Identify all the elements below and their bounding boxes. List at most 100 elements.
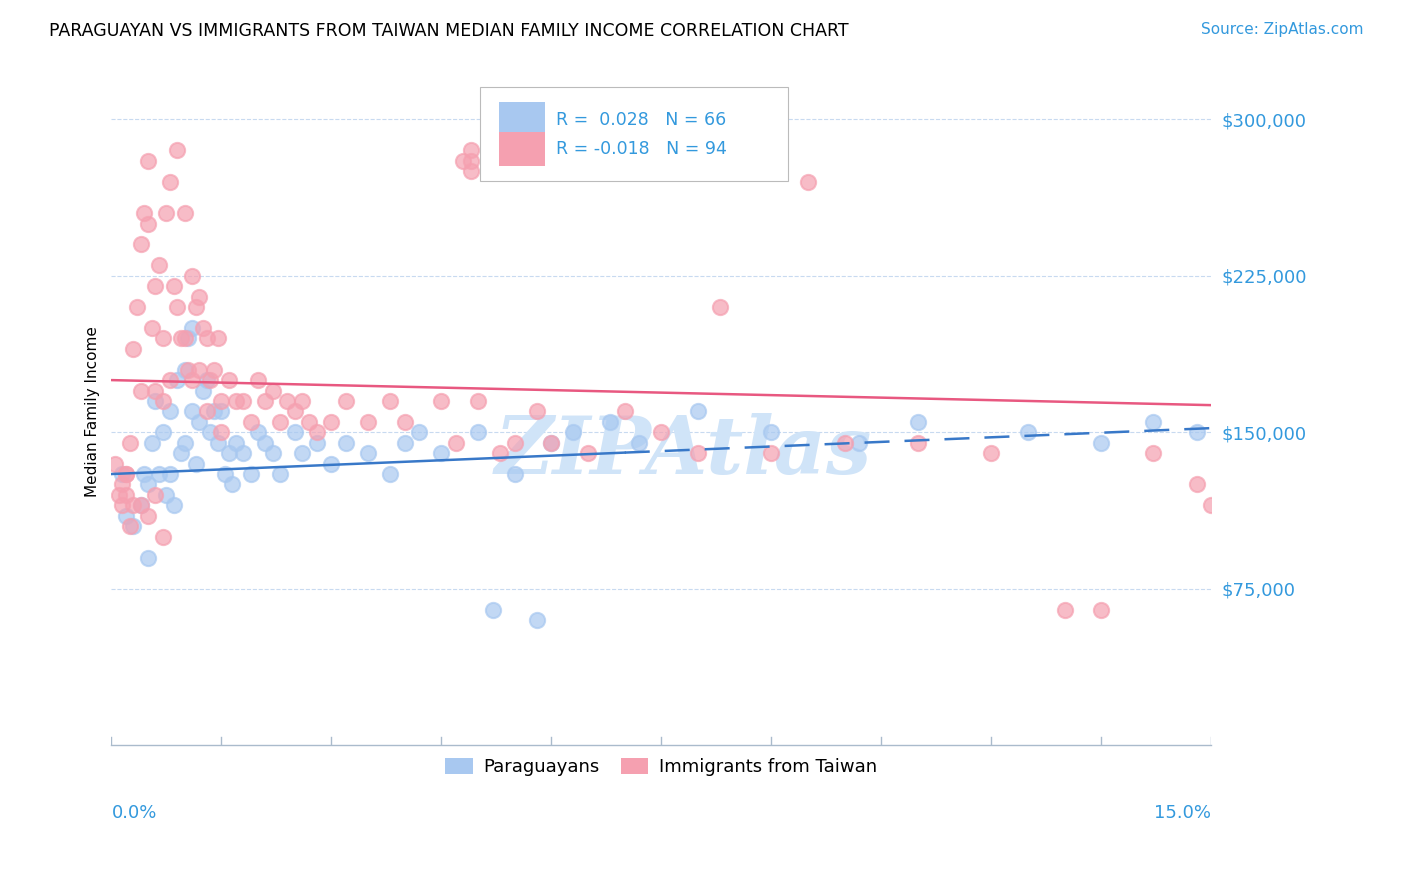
Point [111,477,134,491]
Point [335,394,357,409]
Y-axis label: Median Family Income: Median Family Income [86,326,100,497]
Point [357,446,380,460]
Point [709,300,731,314]
Point [118,519,141,533]
Point [177,362,200,376]
Point [460,153,482,168]
Point [188,362,211,376]
Point [129,237,152,252]
Point [173,206,195,220]
Point [1185,425,1208,440]
Legend: Paraguayans, Immigrants from Taiwan: Paraguayans, Immigrants from Taiwan [439,750,884,783]
Point [181,268,204,283]
Point [141,321,163,335]
Point [163,279,186,293]
Point [247,425,270,440]
Point [378,394,401,409]
Point [503,467,526,481]
Point [115,467,138,481]
Point [221,477,243,491]
Point [111,499,134,513]
Point [540,435,562,450]
Point [1142,446,1164,460]
Point [170,331,193,345]
Point [191,384,214,398]
Point [254,394,277,409]
Point [761,446,783,460]
Point [408,425,430,440]
Text: 0.0%: 0.0% [111,804,157,822]
Point [136,153,159,168]
Point [1017,425,1039,440]
Point [650,425,672,440]
Point [136,217,159,231]
Point [134,206,156,220]
Point [688,446,710,460]
Point [291,394,314,409]
Point [225,435,247,450]
Point [526,613,548,627]
Point [159,467,181,481]
Point [184,457,207,471]
Point [118,435,141,450]
Point [460,144,482,158]
Point [145,394,167,409]
Point [232,394,254,409]
Point [599,415,621,429]
Point [1142,415,1164,429]
Point [321,457,343,471]
Point [177,331,200,345]
Point [481,603,503,617]
Point [269,415,291,429]
Point [444,435,467,450]
Point [1053,603,1076,617]
Point [148,467,170,481]
Point [195,331,218,345]
Point [225,394,247,409]
Point [357,415,380,429]
Point [111,467,134,481]
Text: ZIPAtlas: ZIPAtlas [495,413,872,491]
Point [848,435,870,450]
Point [200,425,222,440]
Point [145,488,167,502]
Point [152,394,174,409]
Point [129,499,152,513]
Text: PARAGUAYAN VS IMMIGRANTS FROM TAIWAN MEDIAN FAMILY INCOME CORRELATION CHART: PARAGUAYAN VS IMMIGRANTS FROM TAIWAN MED… [49,22,849,40]
Point [834,435,856,450]
Point [159,373,181,387]
Point [181,321,204,335]
Point [125,300,148,314]
Point [152,530,174,544]
Point [1201,499,1223,513]
Point [503,435,526,450]
FancyBboxPatch shape [499,103,544,136]
Point [797,175,820,189]
Point [207,435,229,450]
Point [540,435,562,450]
Point [394,415,416,429]
Point [394,435,416,450]
Point [166,373,188,387]
Point [145,279,167,293]
Point [115,488,138,502]
Point [232,446,254,460]
Point [628,435,651,450]
Point [980,446,1002,460]
Point [202,362,225,376]
Point [115,508,138,523]
Point [467,394,489,409]
Point [207,331,229,345]
FancyBboxPatch shape [479,87,787,181]
Point [136,550,159,565]
Text: R =  0.028   N = 66: R = 0.028 N = 66 [555,111,725,128]
Point [173,362,195,376]
Point [181,404,204,418]
Point [284,425,307,440]
Point [134,467,156,481]
Point [460,164,482,178]
Point [688,404,710,418]
Point [262,384,284,398]
Point [453,153,475,168]
Point [159,404,181,418]
